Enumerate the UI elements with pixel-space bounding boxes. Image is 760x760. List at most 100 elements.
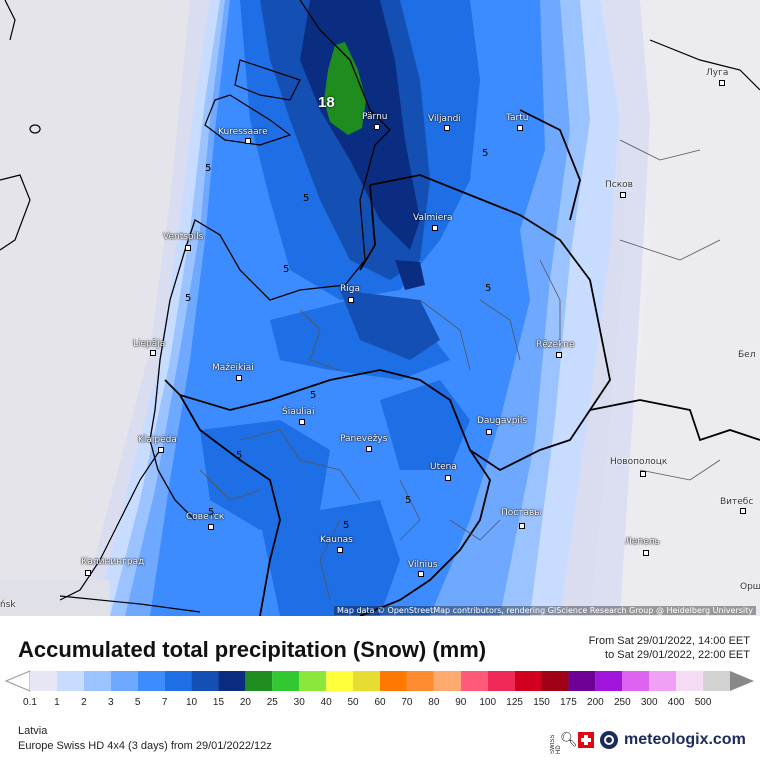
map-attribution: Map data © OpenStreetMap contributors, r… <box>334 606 756 615</box>
city-label[interactable]: Луга <box>706 68 729 78</box>
scale-swatch <box>56 671 84 691</box>
city-label[interactable]: Советск <box>186 512 225 522</box>
scale-tick-label: 0.1 <box>23 697 37 708</box>
magnifier-icon: 🔍︎ <box>560 731 578 747</box>
city-label[interactable]: Новополоцк <box>610 457 668 467</box>
city-label[interactable]: Daugavpils <box>477 416 528 426</box>
scale-swatch <box>164 671 192 691</box>
contour-label: 5 <box>405 495 412 506</box>
scale-swatch <box>299 671 327 691</box>
city-label[interactable]: Mažeikiai <box>212 363 254 373</box>
scale-swatch <box>110 671 138 691</box>
scale-swatch <box>245 671 273 691</box>
city-marker <box>299 419 305 425</box>
scale-tick-label: 3 <box>107 697 114 708</box>
city-label[interactable]: Pärnu <box>362 112 388 122</box>
scale-tick-label: 50 <box>347 697 359 708</box>
city-label[interactable]: Klaipėda <box>138 435 177 445</box>
contour-label: 5 <box>236 450 243 461</box>
city-label[interactable]: Vilnius <box>408 560 438 570</box>
city-label[interactable]: ńsk <box>0 600 16 610</box>
scale-swatch <box>218 671 246 691</box>
time-period: From Sat 29/01/2022, 14:00 EET to Sat 29… <box>589 634 750 662</box>
scale-tick-label: 300 <box>640 697 658 708</box>
city-label[interactable]: Tartu <box>506 113 529 123</box>
scale-swatch <box>541 671 569 691</box>
city-marker <box>486 429 492 435</box>
city-marker <box>740 508 746 514</box>
scale-swatch <box>191 671 219 691</box>
contour-label: 5 <box>303 193 310 204</box>
precipitation-map[interactable]: 18 Kuressaare Pärnu Viljandi Tartu Луга … <box>0 0 760 616</box>
city-marker <box>620 192 626 198</box>
model-info: Europe Swiss HD 4x4 (3 days) from 29/01/… <box>18 740 272 752</box>
city-marker <box>185 245 191 251</box>
contour-label: 5 <box>185 293 192 304</box>
scale-swatch <box>83 671 111 691</box>
city-marker <box>444 125 450 131</box>
city-label[interactable]: Kuressaare <box>218 127 268 137</box>
scale-swatch <box>622 671 650 691</box>
city-label[interactable]: Лепель <box>625 537 660 547</box>
scale-tick-label: 2 <box>81 697 87 708</box>
brand-logo[interactable]: SWISS HD 🔍︎ meteologix.com <box>550 728 756 754</box>
city-marker <box>158 447 164 453</box>
city-label[interactable]: Псков <box>605 180 633 190</box>
period-to: to Sat 29/01/2022, 22:00 EET <box>605 649 750 661</box>
brand-name: meteologix.com <box>624 731 746 748</box>
scale-tick-label: 90 <box>455 697 467 708</box>
scale-tick-label: 80 <box>428 697 440 708</box>
scale-swatch <box>137 671 165 691</box>
scale-swatch <box>433 671 461 691</box>
scale-tick-label: 500 <box>694 697 712 708</box>
city-marker <box>432 225 438 231</box>
scale-tick-label: 250 <box>613 697 631 708</box>
scale-tick-label: 7 <box>161 697 168 708</box>
contour-label: 5 <box>485 283 492 294</box>
city-label[interactable]: Витебс <box>720 497 754 507</box>
city-label[interactable]: Panevėžys <box>340 434 388 444</box>
city-label[interactable]: Бел <box>738 350 756 360</box>
city-marker <box>150 350 156 356</box>
city-label[interactable]: Utena <box>430 462 457 472</box>
scale-swatch <box>380 671 407 691</box>
scale-swatch <box>406 671 434 691</box>
scale-tick-label: 70 <box>401 697 413 708</box>
city-label[interactable]: Поставы <box>501 508 542 518</box>
scale-tick-label: 100 <box>479 697 497 708</box>
scale-tick-label: 5 <box>134 697 141 708</box>
city-marker <box>519 523 525 529</box>
scale-tick-label: 150 <box>533 697 550 708</box>
scale-swatch <box>460 671 488 691</box>
scale-tick-label: 10 <box>185 697 198 708</box>
city-label[interactable]: Riga <box>340 284 360 294</box>
city-marker <box>366 446 372 452</box>
map-canvas <box>0 0 760 616</box>
city-marker <box>348 297 354 303</box>
city-label[interactable]: Kaunas <box>320 535 353 545</box>
city-label[interactable]: Valmiera <box>413 213 453 223</box>
city-marker <box>337 547 343 553</box>
city-marker <box>245 138 251 144</box>
scale-swatch <box>703 671 730 691</box>
city-label[interactable]: Šiauliai <box>282 407 315 417</box>
city-marker <box>719 80 725 86</box>
city-label[interactable]: Liepāja <box>133 339 166 349</box>
contour-label: 5 <box>482 148 489 159</box>
city-label[interactable]: Ventspils <box>163 232 204 242</box>
scale-tick-label: 40 <box>320 697 332 708</box>
city-label[interactable]: Viljandi <box>428 114 461 124</box>
color-scale <box>4 670 754 692</box>
city-marker <box>236 375 242 381</box>
scale-tick-label: 200 <box>587 697 604 708</box>
max-value-label: 18 <box>318 94 335 111</box>
city-label[interactable]: Калининград <box>81 557 145 567</box>
city-marker <box>643 550 649 556</box>
contour-label: 5 <box>208 507 215 518</box>
city-label[interactable]: Rēzekne <box>536 340 575 350</box>
city-marker <box>374 124 380 130</box>
scale-tick-label: 175 <box>560 697 577 708</box>
city-label[interactable]: Орш <box>740 582 760 592</box>
scale-swatch <box>272 671 300 691</box>
scale-tick-label: 20 <box>239 697 251 708</box>
